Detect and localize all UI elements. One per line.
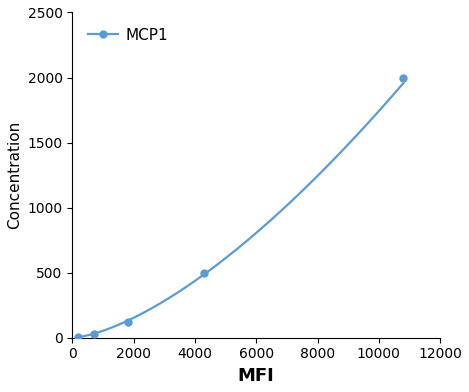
Y-axis label: Concentration: Concentration [7,121,22,229]
X-axis label: MFI: MFI [238,367,275,385]
Legend: MCP1: MCP1 [80,20,176,50]
